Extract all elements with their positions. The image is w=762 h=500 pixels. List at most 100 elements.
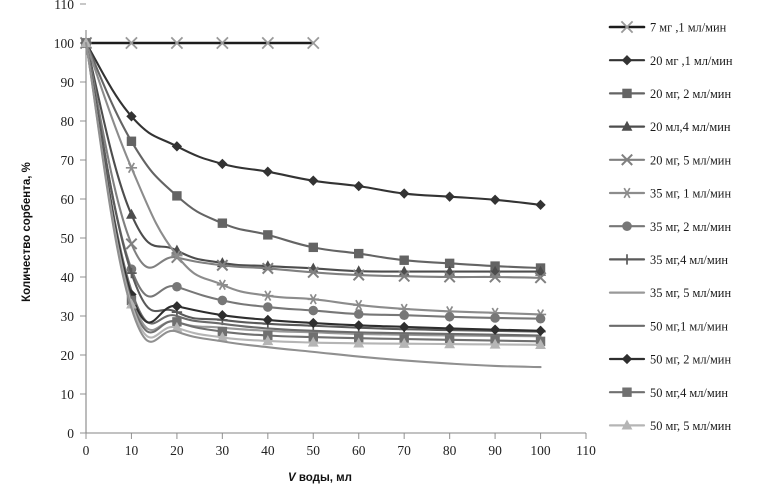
legend-item-3[interactable]: 20 мл,4 мл/мин [608,120,731,134]
x-tick-label: 70 [397,443,411,458]
chart-legend: 7 мг ,1 мл/мин 20 мг ,1 мл/мин 20 мг, 2 мл… [608,20,733,433]
data-point-marker-x-cross [398,270,411,283]
series-line [84,41,542,337]
data-point-marker-circle [622,221,632,232]
legend-item-5[interactable]: 35 мг, 1 мл/мин [608,187,731,201]
y-tick-label: 10 [61,387,75,402]
data-point-marker-x-cross [621,153,633,166]
legend-item-11[interactable]: 50 мг,4 мл/мин [608,386,728,400]
legend-item-7[interactable]: 35 мг,4 мл/мин [608,253,728,267]
data-point-marker-square [622,88,632,99]
y-axis-ticks: 0 10 20 30 40 50 60 70 80 90 100 110 [54,0,86,441]
data-point-marker-diamond [171,301,183,312]
data-point-marker-triangle [444,265,456,276]
data-point-marker-circle [172,281,182,292]
data-point-marker-diamond [535,325,546,336]
data-point-marker-triangle [621,120,633,131]
x-tick-label: 110 [576,443,596,458]
legend-item-label: 20 мг, 2 мл/мин [650,87,731,101]
series-0 [79,36,320,50]
series-2 [81,38,546,273]
legend-item-1[interactable]: 20 мг ,1 мл/мин [608,54,733,68]
data-point-marker-diamond [444,191,455,202]
data-point-marker-asterisk [307,293,319,305]
legend-item-6[interactable]: 35 мг, 2 мл/мин [608,220,731,234]
data-point-marker-asterisk [125,162,138,174]
data-point-marker-diamond [353,320,364,331]
data-point-marker-circle [444,311,455,322]
y-tick-label: 110 [54,0,74,12]
data-point-marker-x-thin [307,36,320,50]
legend-item-label: 35 мг, 2 мл/мин [650,220,731,234]
data-point-marker-diamond [621,353,633,365]
data-point-marker-diamond [444,323,455,334]
x-axis-ticks: 0 10 20 30 40 50 60 70 80 90 100 110 [83,433,596,458]
series-4 [80,37,547,284]
y-tick-label: 30 [61,309,75,324]
x-tick-label: 40 [261,443,275,458]
data-point-marker-square [172,191,182,201]
series-10 [80,37,546,336]
series-13 [84,41,542,369]
data-point-marker-diamond [171,141,183,152]
data-point-marker-diamond [353,180,364,192]
x-tick-label: 0 [83,443,90,458]
x-axis-title-variable: V [288,472,297,484]
legend-item-9[interactable]: 50 мг,1 мл/мин [608,319,728,333]
data-point-marker-x-cross [443,271,456,283]
series-line [84,41,542,273]
legend-item-label: 35 мг,4 мл/мин [650,253,728,267]
data-point-marker-triangle [621,419,633,430]
data-point-marker-square [308,242,318,253]
legend-item-2[interactable]: 20 мг, 2 мл/мин [608,87,731,101]
x-tick-label: 90 [488,443,502,458]
legend-item-label: 20 мг, 5 мл/мин [650,153,731,167]
data-point-marker-circle [263,302,273,312]
legend-item-4[interactable]: 20 мг, 5 мл/мин [608,153,731,167]
legend-item-label: 50 мг,1 мл/мин [650,319,728,333]
legend-item-label: 50 мг, 2 мл/мин [650,353,731,367]
series-1 [80,37,546,211]
series-line [84,41,542,332]
data-point-marker-triangle [126,208,137,219]
data-point-marker-circle [399,310,409,321]
x-tick-label: 20 [170,443,184,458]
legend-item-label: 35 мг, 5 мл/мин [650,286,731,300]
data-point-marker-x-thin [620,20,634,34]
data-point-marker-diamond [489,194,501,205]
legend-item-10[interactable]: 50 мг, 2 мл/мин [608,353,731,367]
data-point-marker-circle [308,305,319,316]
y-tick-label: 100 [54,36,75,51]
legend-item-label: 35 мг, 1 мл/мин [650,187,731,201]
series-9 [84,41,542,337]
series-line [84,41,542,338]
data-point-marker-x-thin [170,36,184,50]
data-point-marker-square [217,218,228,228]
data-point-marker-circle [535,313,546,324]
series-line [84,41,542,369]
series-lines [79,36,547,369]
legend-item-label: 20 мл,4 мл/мин [650,120,731,134]
legend-item-8[interactable]: 35 мг, 5 мл/мин [608,286,731,300]
data-point-marker-diamond [535,199,546,211]
data-point-marker-diamond [217,158,228,170]
data-point-marker-diamond [262,166,273,177]
data-point-marker-x-cross [307,266,320,279]
data-point-marker-asterisk [353,299,365,311]
data-point-marker-plus [126,267,137,279]
data-point-marker-diamond [262,314,273,326]
x-tick-label: 100 [530,443,551,458]
data-point-marker-circle [217,295,228,306]
y-tick-label: 0 [67,426,74,441]
data-point-marker-diamond [399,188,410,199]
legend-item-0[interactable]: 7 мг ,1 мл/мин [608,20,727,35]
x-tick-label: 10 [125,443,139,458]
data-point-marker-asterisk [621,187,633,199]
data-point-marker-x-cross [352,269,365,281]
x-tick-label: 30 [216,443,230,458]
legend-item-12[interactable]: 50 мг, 5 мл/мин [608,419,731,433]
x-axis-title: V воды, мл [288,472,352,484]
data-point-marker-diamond [308,175,319,186]
series-8 [84,41,542,338]
